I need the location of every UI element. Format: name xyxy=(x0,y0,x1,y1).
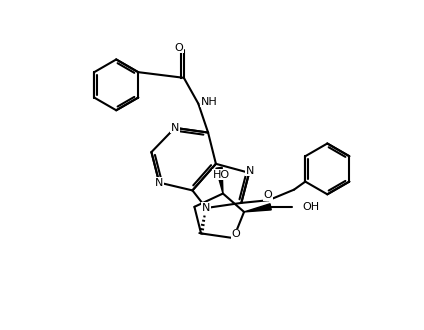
Text: N: N xyxy=(202,203,210,213)
Text: O: O xyxy=(231,229,240,239)
Text: N: N xyxy=(171,123,179,133)
Text: N: N xyxy=(155,178,163,187)
Text: OH: OH xyxy=(302,202,319,212)
Text: O: O xyxy=(175,43,184,53)
Polygon shape xyxy=(244,204,271,212)
Polygon shape xyxy=(216,167,223,193)
Text: O: O xyxy=(264,190,272,201)
Text: HO: HO xyxy=(212,170,229,180)
Text: NH: NH xyxy=(201,97,218,107)
Text: N: N xyxy=(246,166,254,176)
